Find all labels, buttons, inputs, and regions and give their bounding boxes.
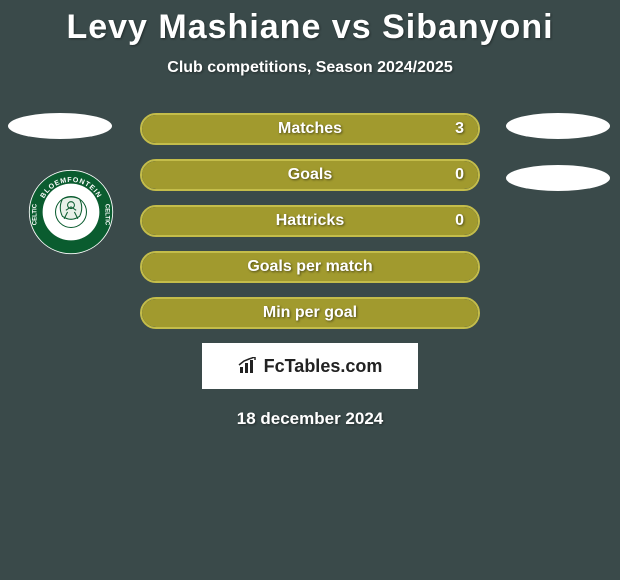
date-text: 18 december 2024 — [0, 409, 620, 429]
stat-bar-label: Goals per match — [142, 258, 478, 276]
stat-bar-value: 0 — [455, 166, 464, 184]
stat-bar: Hattricks0 — [140, 205, 480, 237]
stat-bars: Matches3Goals0Hattricks0Goals per matchM… — [140, 113, 480, 329]
stat-bar-label: Goals — [142, 166, 478, 184]
brand-logo: FcTables.com — [238, 356, 383, 377]
player-photo-placeholder-left — [8, 113, 112, 139]
stat-bar-label: Min per goal — [142, 304, 478, 322]
badge-right-text: CELTIC — [103, 204, 109, 226]
stat-bar-label: Matches — [142, 120, 478, 138]
brand-logo-box: FcTables.com — [202, 343, 418, 389]
stat-bar: Goals0 — [140, 159, 480, 191]
badge-left-text: CELTIC — [33, 203, 39, 225]
stat-bar: Matches3 — [140, 113, 480, 145]
club-badge: BLOEMFONTEIN FOOTBALL CLUB CELTIC CELTIC — [28, 169, 114, 255]
player-photo-placeholder-right-1 — [506, 113, 610, 139]
stat-bar: Min per goal — [140, 297, 480, 329]
brand-text: FcTables.com — [264, 356, 383, 377]
stat-bar-value: 0 — [455, 212, 464, 230]
content-area: BLOEMFONTEIN FOOTBALL CLUB CELTIC CELTIC… — [0, 113, 620, 429]
stat-bar-label: Hattricks — [142, 212, 478, 230]
page-title: Levy Mashiane vs Sibanyoni — [0, 0, 620, 47]
stat-bar: Goals per match — [140, 251, 480, 283]
stat-bar-value: 3 — [455, 120, 464, 138]
player-photo-placeholder-right-2 — [506, 165, 610, 191]
page-subtitle: Club competitions, Season 2024/2025 — [0, 59, 620, 77]
chart-icon — [238, 357, 260, 375]
